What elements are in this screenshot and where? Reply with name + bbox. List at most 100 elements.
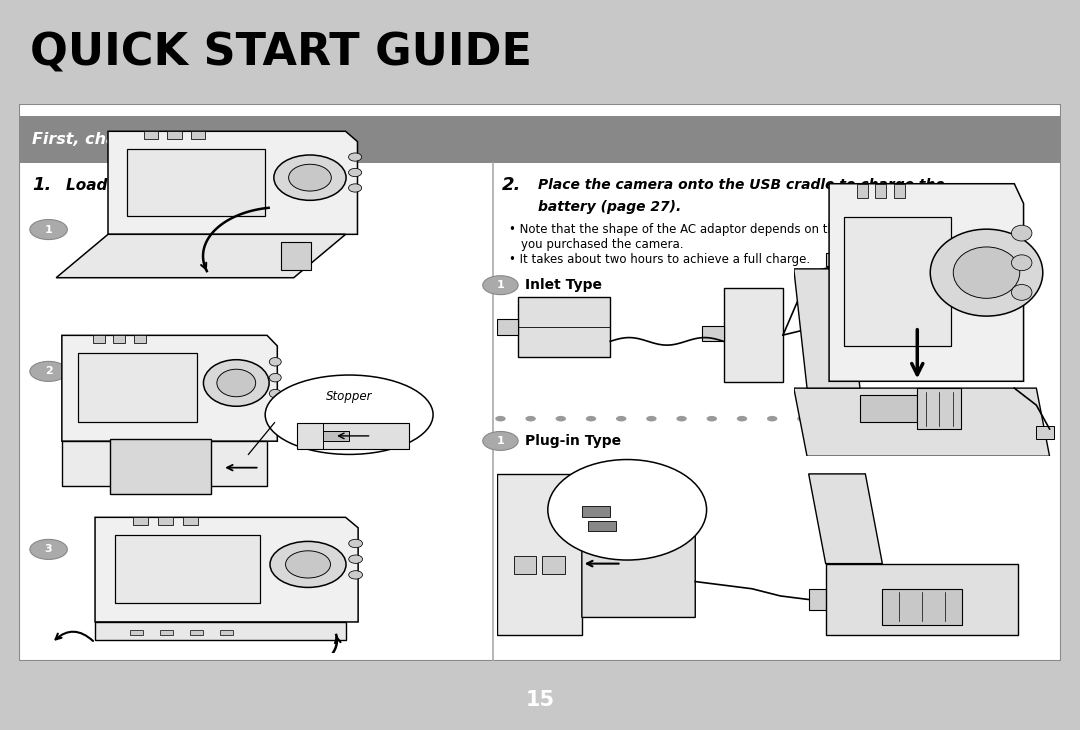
Circle shape <box>888 416 899 421</box>
Text: 1: 1 <box>497 280 504 290</box>
Circle shape <box>285 551 330 578</box>
Polygon shape <box>724 288 783 383</box>
Text: 15: 15 <box>526 690 554 710</box>
Polygon shape <box>62 441 267 486</box>
Text: battery (page 27).: battery (page 27). <box>538 200 681 215</box>
Circle shape <box>269 358 281 366</box>
Polygon shape <box>842 288 864 304</box>
Polygon shape <box>158 518 173 525</box>
Circle shape <box>203 360 269 407</box>
Polygon shape <box>78 353 198 422</box>
Polygon shape <box>518 297 610 357</box>
Polygon shape <box>497 474 582 635</box>
Circle shape <box>30 220 67 239</box>
Text: 1: 1 <box>44 225 53 234</box>
Polygon shape <box>167 131 181 139</box>
Polygon shape <box>829 184 1024 381</box>
Polygon shape <box>323 431 349 441</box>
Circle shape <box>1012 285 1032 300</box>
Circle shape <box>918 416 929 421</box>
Polygon shape <box>702 326 724 342</box>
Polygon shape <box>191 131 205 139</box>
Polygon shape <box>56 234 346 277</box>
Polygon shape <box>582 506 610 517</box>
Circle shape <box>1012 255 1032 271</box>
Circle shape <box>1009 416 1018 421</box>
Polygon shape <box>281 242 311 269</box>
Polygon shape <box>95 622 346 640</box>
Circle shape <box>978 416 988 421</box>
Circle shape <box>737 416 747 421</box>
Circle shape <box>30 361 67 381</box>
Text: First, charge the battery!: First, charge the battery! <box>32 132 262 147</box>
Polygon shape <box>542 556 565 575</box>
Polygon shape <box>130 630 143 635</box>
Polygon shape <box>882 588 962 625</box>
Circle shape <box>767 416 778 421</box>
Polygon shape <box>917 388 961 429</box>
Circle shape <box>616 416 626 421</box>
Polygon shape <box>894 184 905 198</box>
Text: Stopper: Stopper <box>326 390 373 403</box>
Polygon shape <box>93 335 105 343</box>
Polygon shape <box>843 218 951 346</box>
Circle shape <box>288 164 332 191</box>
Polygon shape <box>190 630 203 635</box>
Polygon shape <box>183 518 198 525</box>
Polygon shape <box>809 474 882 564</box>
Text: 2.: 2. <box>501 176 521 194</box>
Circle shape <box>269 374 281 382</box>
Text: QUICK START GUIDE: QUICK START GUIDE <box>30 31 532 74</box>
Ellipse shape <box>266 375 433 454</box>
Circle shape <box>706 416 717 421</box>
Polygon shape <box>1037 426 1054 439</box>
Circle shape <box>585 416 596 421</box>
Polygon shape <box>220 630 233 635</box>
Circle shape <box>349 184 362 192</box>
Circle shape <box>858 416 868 421</box>
Polygon shape <box>588 520 616 531</box>
Polygon shape <box>497 320 518 335</box>
Circle shape <box>676 416 687 421</box>
Circle shape <box>555 416 566 421</box>
Text: 1: 1 <box>497 436 504 446</box>
Circle shape <box>349 555 363 564</box>
Circle shape <box>496 416 505 421</box>
Polygon shape <box>160 630 173 635</box>
Polygon shape <box>826 253 848 266</box>
Text: 3: 3 <box>44 545 53 554</box>
Polygon shape <box>826 564 1018 635</box>
Circle shape <box>30 539 67 559</box>
Text: 2: 2 <box>44 366 53 377</box>
Circle shape <box>930 229 1043 316</box>
Polygon shape <box>794 388 1050 456</box>
Text: 1.: 1. <box>32 176 52 194</box>
Circle shape <box>823 358 861 379</box>
Polygon shape <box>113 335 125 343</box>
Circle shape <box>483 431 518 450</box>
Text: • Note that the shape of the AC adaptor depends on the area where: • Note that the shape of the AC adaptor … <box>509 223 913 236</box>
Polygon shape <box>133 518 148 525</box>
Polygon shape <box>134 335 146 343</box>
Circle shape <box>1012 226 1032 241</box>
Circle shape <box>646 416 657 421</box>
Text: Plug-in Type: Plug-in Type <box>526 434 622 448</box>
Circle shape <box>349 153 362 161</box>
Polygon shape <box>832 247 956 320</box>
Polygon shape <box>116 535 260 603</box>
Polygon shape <box>860 395 917 422</box>
Circle shape <box>948 416 959 421</box>
Polygon shape <box>876 184 887 198</box>
FancyBboxPatch shape <box>19 104 1061 661</box>
Circle shape <box>526 416 536 421</box>
Circle shape <box>349 571 363 579</box>
Text: Inlet Type: Inlet Type <box>526 278 603 292</box>
FancyBboxPatch shape <box>19 115 1061 163</box>
Circle shape <box>827 416 838 421</box>
Circle shape <box>797 416 808 421</box>
Ellipse shape <box>548 460 706 560</box>
Text: Load the battery (page 25).: Load the battery (page 25). <box>66 177 305 193</box>
Circle shape <box>270 542 346 588</box>
Polygon shape <box>144 131 158 139</box>
Polygon shape <box>794 269 860 388</box>
